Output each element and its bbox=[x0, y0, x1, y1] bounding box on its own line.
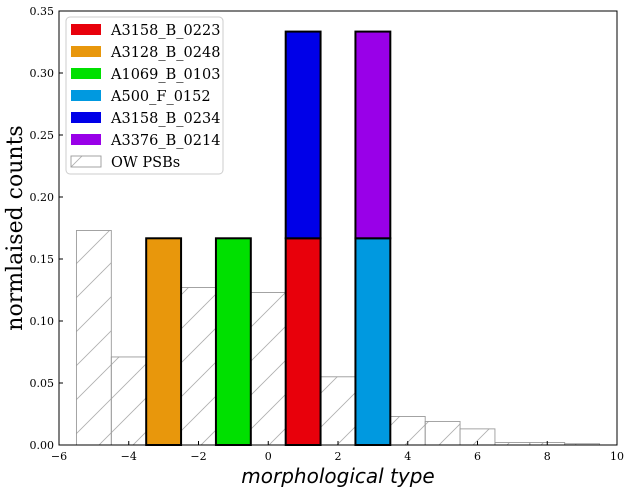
galaxy-bar bbox=[214, 237, 252, 446]
y-tick-label: 0.05 bbox=[30, 377, 55, 390]
legend-label: A500_F_0152 bbox=[110, 89, 211, 105]
y-tick-label: 0.10 bbox=[30, 315, 55, 328]
legend-swatch bbox=[71, 68, 101, 79]
galaxy-bar bbox=[354, 237, 392, 446]
x-tick-label: −6 bbox=[51, 450, 67, 463]
reference-bin bbox=[110, 356, 147, 446]
legend-label: A3158_B_0234 bbox=[110, 111, 220, 127]
y-axis: 0.00 0.05 0.10 0.15 0.20 0.25 0.30 0.35 bbox=[30, 5, 63, 452]
y-tick-label: 0.35 bbox=[30, 5, 55, 18]
x-tick-label: 2 bbox=[335, 450, 342, 463]
legend-swatch bbox=[70, 155, 102, 168]
x-tick-label: −2 bbox=[190, 450, 206, 463]
y-axis-label: normlaised counts bbox=[3, 125, 28, 330]
x-tick-label: 10 bbox=[610, 450, 624, 463]
y-tick-label: 0.25 bbox=[30, 129, 55, 142]
x-axis-label: morphological type bbox=[241, 464, 434, 488]
legend-swatch bbox=[71, 134, 101, 145]
legend-label: A3376_B_0214 bbox=[110, 133, 220, 149]
stacked-bars bbox=[145, 30, 392, 446]
legend-swatch bbox=[71, 24, 101, 35]
galaxy-bar bbox=[284, 237, 322, 446]
y-tick-label: 0.00 bbox=[30, 439, 55, 452]
y-tick-label: 0.15 bbox=[30, 253, 55, 266]
reference-bin bbox=[75, 230, 112, 446]
legend-swatch bbox=[71, 112, 101, 123]
x-tick-label: 8 bbox=[544, 450, 551, 463]
galaxy-bar bbox=[145, 237, 183, 446]
y-tick-label: 0.20 bbox=[30, 191, 55, 204]
galaxy-bar bbox=[284, 30, 322, 240]
reference-bin bbox=[424, 420, 461, 446]
reference-bin bbox=[389, 416, 426, 446]
reference-bin bbox=[250, 292, 287, 446]
legend: A3158_B_0223 A3128_B_0248 A1069_B_0103 A500… bbox=[65, 16, 224, 175]
x-tick-label: 4 bbox=[404, 450, 411, 463]
legend-swatch bbox=[71, 46, 101, 57]
reference-bin bbox=[180, 287, 217, 446]
legend-swatch bbox=[71, 90, 101, 101]
legend-frame bbox=[65, 16, 224, 175]
legend-label: A3158_B_0223 bbox=[110, 23, 220, 39]
legend-label: A1069_B_0103 bbox=[110, 67, 220, 83]
galaxy-bar bbox=[354, 30, 392, 240]
x-tick-label: −4 bbox=[121, 450, 137, 463]
reference-bin bbox=[320, 376, 356, 446]
x-axis: −6 −4 −2 0 2 4 6 8 10 bbox=[51, 441, 624, 463]
y-tick-label: 0.30 bbox=[30, 67, 55, 80]
x-tick-label: 0 bbox=[265, 450, 272, 463]
legend-label: A3128_B_0248 bbox=[110, 45, 220, 61]
legend-label: OW PSBs bbox=[111, 155, 180, 171]
x-tick-label: 6 bbox=[474, 450, 481, 463]
